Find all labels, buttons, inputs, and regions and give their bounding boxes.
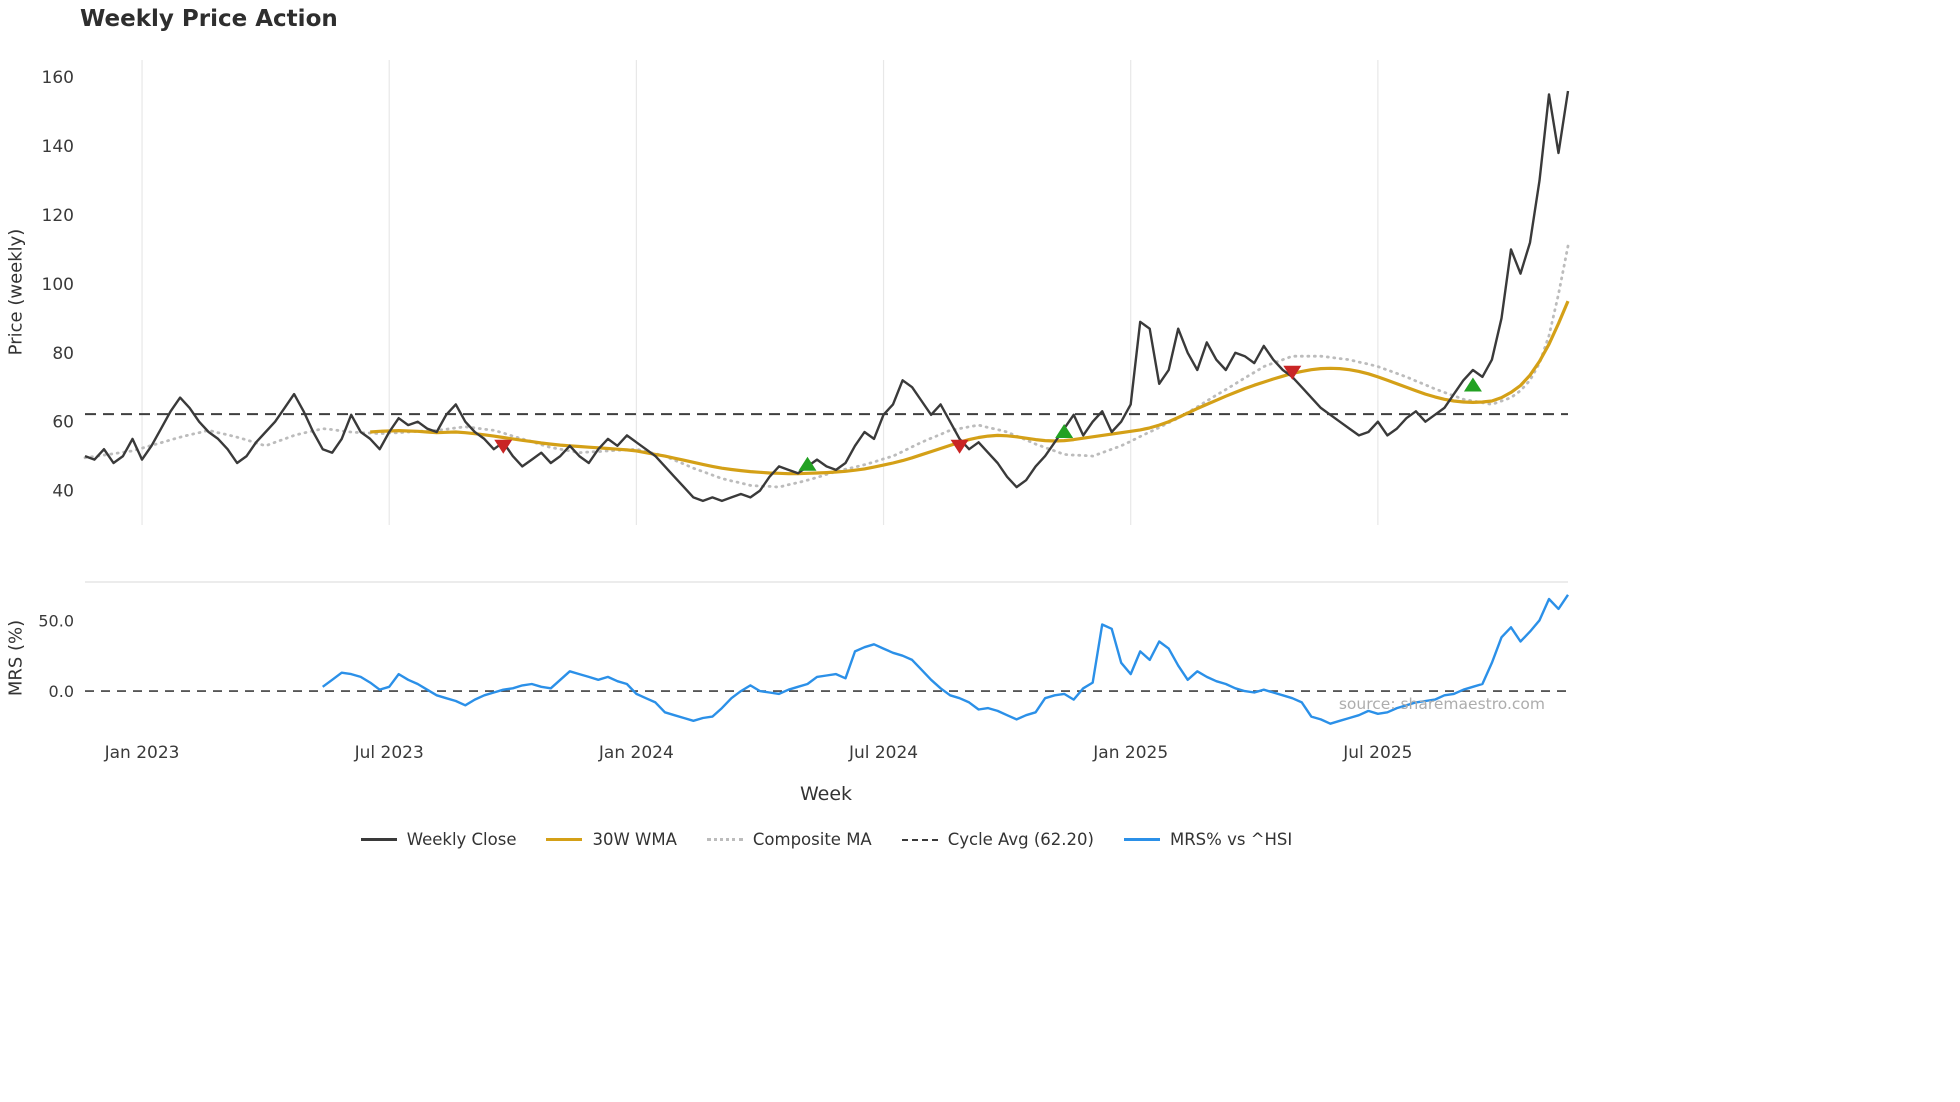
- price-tick-label: 140: [42, 137, 74, 157]
- buy-marker: [1055, 424, 1074, 438]
- legend-label: Composite MA: [752, 830, 872, 849]
- cycle-avg-62-20-line-sample: [901, 838, 938, 841]
- mrs-line: [321, 594, 1569, 725]
- sell-marker: [950, 439, 969, 454]
- legend-item-30w-wma: 30W WMA: [546, 830, 677, 849]
- x-tick-label: Jul 2023: [354, 743, 424, 763]
- price-tick-label: 40: [52, 482, 74, 502]
- 30w-wma-line-sample: [546, 838, 583, 841]
- chart-title: Weekly Price Action: [80, 6, 338, 32]
- x-axis-label: Week: [799, 783, 853, 805]
- composite-ma-line-sample: [706, 838, 743, 841]
- legend-item-composite-ma: Composite MA: [706, 830, 872, 849]
- sell-marker: [1283, 365, 1302, 380]
- composite-ma-line: [83, 244, 1570, 489]
- price-tick-label: 100: [42, 275, 74, 295]
- x-tick-label: Jan 2024: [598, 743, 674, 763]
- mrs-vs-hsi-line-sample: [1123, 838, 1160, 841]
- price-axis-label: Price (weekly): [5, 228, 27, 356]
- x-tick-label: Jul 2025: [1342, 743, 1412, 763]
- buy-marker: [1463, 377, 1482, 392]
- sell-marker: [494, 439, 513, 454]
- x-tick-label: Jan 2023: [104, 743, 180, 763]
- legend-label: Weekly Close: [406, 830, 517, 849]
- legend-label: Cycle Avg (62.20): [947, 830, 1094, 849]
- mrs-tick-label: 0.0: [49, 682, 74, 701]
- price-tick-label: 160: [42, 68, 74, 88]
- legend-item-mrs-vs-hsi: MRS% vs ^HSI: [1123, 830, 1293, 849]
- price-tick-label: 120: [42, 206, 74, 226]
- legend-label: 30W WMA: [592, 830, 677, 849]
- legend-item-weekly-close: Weekly Close: [360, 830, 517, 849]
- x-tick-label: Jul 2024: [848, 743, 918, 763]
- price-tick-label: 60: [52, 413, 74, 433]
- price-tick-label: 80: [52, 344, 74, 364]
- source-watermark: source: sharemaestro.com: [1338, 695, 1545, 713]
- legend-label: MRS% vs ^HSI: [1169, 830, 1293, 849]
- mrs-axis-label: MRS (%): [5, 619, 27, 697]
- mrs-tick-label: 50.0: [38, 611, 74, 630]
- buy-marker: [798, 456, 817, 471]
- weekly-close-line-sample: [360, 838, 397, 841]
- weekly-close-line: [84, 90, 1570, 503]
- legend-item-cycle-avg-62-20: Cycle Avg (62.20): [901, 830, 1094, 849]
- x-tick-label: Jan 2025: [1092, 743, 1168, 763]
- legend: Weekly Close 30W WMA Composite MA Cycle Avg…: [85, 830, 1568, 849]
